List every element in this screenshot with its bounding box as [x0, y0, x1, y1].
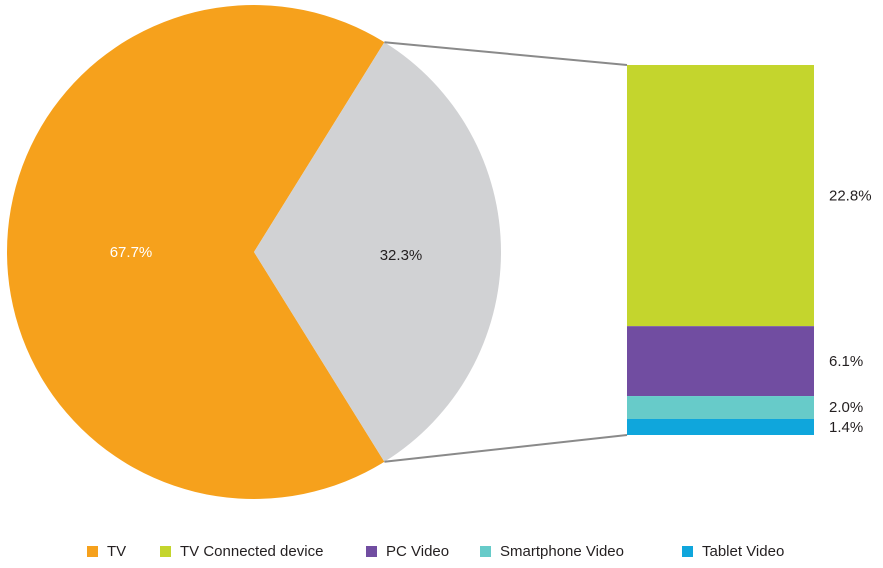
connector-line-bottom — [384, 434, 628, 463]
legend-label-tablet-video: Tablet Video — [702, 542, 785, 560]
legend: TV TV Connected device PC Video Smartpho… — [0, 538, 883, 564]
pie-slice-other — [254, 42, 502, 462]
pie — [6, 4, 502, 499]
bar-label-tv-connected-device: 22.8% — [829, 188, 872, 205]
legend-item-tv: TV — [87, 538, 126, 564]
bar-segment-pc-video — [627, 326, 814, 397]
legend-label-tv-connected-device: TV Connected device — [180, 542, 324, 560]
pie-label-other: 32.3% — [380, 247, 423, 264]
bar-segment-tablet-video — [627, 418, 814, 435]
legend-item-smartphone-video: Smartphone Video — [480, 538, 624, 564]
legend-label-pc-video: PC Video — [386, 542, 450, 560]
bar-label-pc-video: 6.1% — [829, 353, 863, 370]
connector-lines — [384, 41, 628, 463]
bar-segment-smartphone-video — [627, 396, 814, 419]
bar-of-pie-chart: 67.7% 32.3% 22.8% 6.1% 2.0% 1.4% — [6, 4, 872, 499]
legend-item-tv-connected-device: TV Connected device — [160, 538, 323, 564]
bar-segment-tv-connected-device — [627, 65, 814, 327]
pie-slice-tv — [6, 4, 385, 499]
legend-item-tablet-video: Tablet Video — [682, 538, 784, 564]
legend-label-tv: TV — [107, 542, 127, 560]
legend-swatch-pc-video — [366, 545, 377, 557]
legend-swatch-tv-connected-device — [160, 545, 171, 557]
legend-swatch-smartphone-video — [480, 545, 491, 557]
pie-label-tv: 67.7% — [110, 244, 153, 261]
bar-label-tablet-video: 1.4% — [829, 419, 863, 436]
legend-label-smartphone-video: Smartphone Video — [500, 542, 624, 560]
legend-swatch-tablet-video — [682, 545, 693, 557]
breakdown-bar — [627, 65, 814, 435]
legend-swatch-tv — [87, 545, 98, 557]
data-labels: 67.7% 32.3% 22.8% 6.1% 2.0% 1.4% — [110, 188, 872, 436]
bar-label-smartphone-video: 2.0% — [829, 399, 863, 416]
connector-line-top — [384, 41, 628, 66]
legend-item-pc-video: PC Video — [366, 538, 449, 564]
